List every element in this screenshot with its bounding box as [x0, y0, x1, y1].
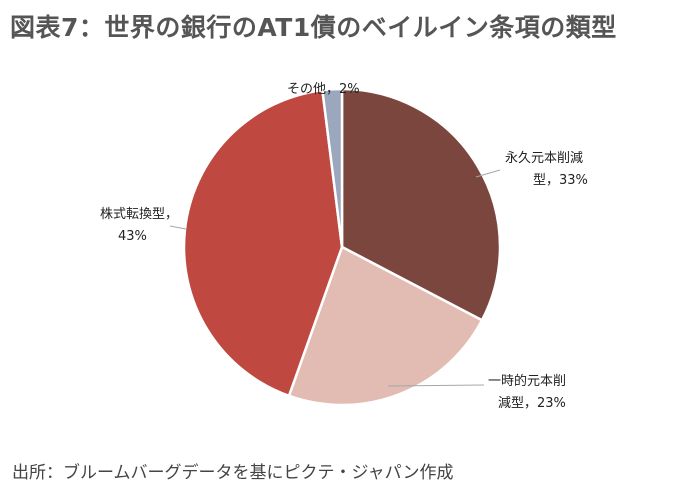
pie-slice-1 — [340, 87, 502, 322]
leader-line-3 — [169, 225, 187, 230]
leader-line-2 — [387, 384, 485, 387]
slice-label-3: 株式転換型， 43% — [100, 207, 178, 244]
slice-labels: 永久元本削減型，33% 一時的元本削減型，23% 株式転換型， 43% その他，2% — [100, 82, 588, 411]
pie-slices — [182, 87, 502, 407]
slice-label-4: その他，2% — [287, 82, 360, 97]
chart-title: 図表7：世界の銀行のAT1債のベイルイン条項の類型 — [10, 13, 617, 42]
pie-slice-4 — [321, 87, 344, 249]
leader-lines — [169, 169, 501, 387]
slice-label-2: 一時的元本削減型，23% — [488, 373, 566, 411]
slice-label-1: 永久元本削減型，33% — [505, 150, 588, 188]
pie-slice-2 — [287, 245, 484, 407]
leader-line-1 — [475, 169, 501, 178]
pie-slice-3 — [182, 88, 344, 398]
source-note: 出所：ブルームバーグデータを基にピクテ・ジャパン作成 — [12, 463, 454, 483]
